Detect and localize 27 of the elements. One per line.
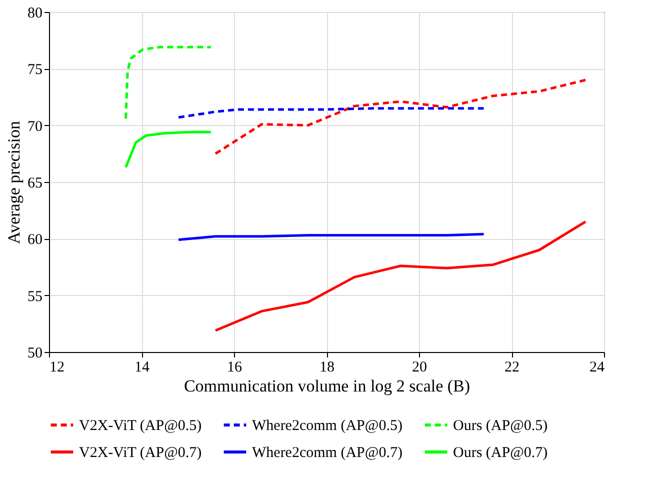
x-tick-label: 20 [412, 360, 427, 376]
legend-label: V2X-ViT (AP@0.7) [79, 445, 202, 461]
x-tick-label: 18 [320, 360, 334, 376]
legend-label: Where2comm (AP@0.5) [252, 418, 402, 434]
line-series [124, 46, 212, 120]
y-axis-title: Average precision [4, 120, 24, 244]
y-tick-label: 60 [28, 232, 42, 248]
y-tick-label: 65 [28, 176, 42, 192]
x-tick-label: 22 [504, 360, 520, 376]
x-tick-label: 14 [134, 360, 150, 376]
x-tick-label: 16 [227, 360, 242, 376]
line-series [214, 78, 587, 155]
line-series [214, 220, 587, 332]
y-tick-label: 70 [28, 118, 42, 135]
y-tick-label: 80 [28, 6, 42, 22]
y-tick-label: 55 [28, 288, 42, 305]
x-tick-label: 24 [590, 360, 605, 376]
legend-label: Ours (AP@0.5) [453, 418, 548, 434]
y-tick-label: 50 [28, 346, 42, 362]
legend-label: Ours (AP@0.7) [453, 445, 548, 461]
line-series [177, 107, 485, 119]
line-series [124, 130, 212, 169]
x-tick-label: 12 [50, 360, 64, 376]
x-axis-title: Communication volume in log 2 scale (B) [184, 376, 470, 396]
legend-label: V2X-ViT (AP@0.5) [79, 418, 202, 434]
legend-label: Where2comm (AP@0.7) [252, 445, 402, 461]
y-tick-label: 75 [28, 62, 42, 78]
